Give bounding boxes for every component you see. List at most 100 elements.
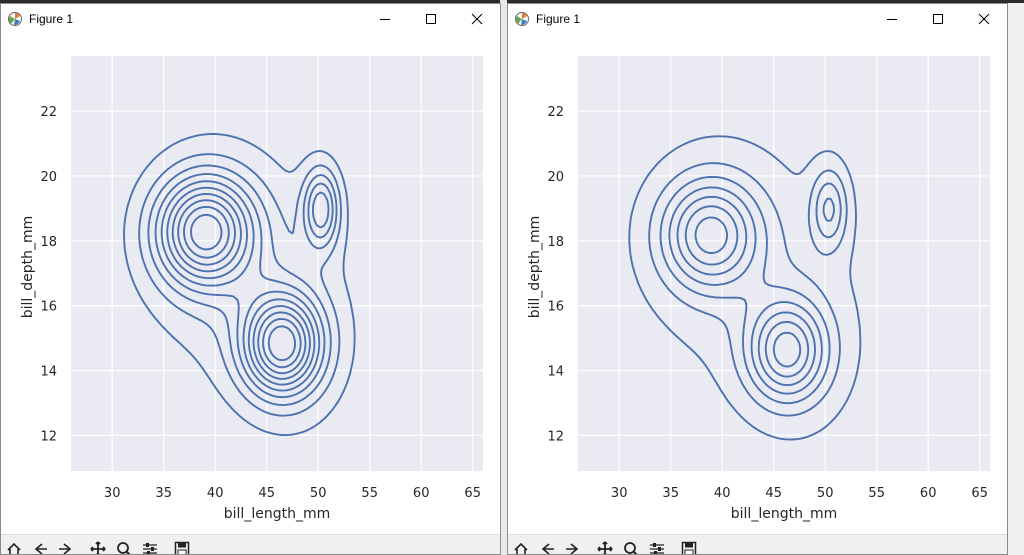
y-tick-labels: 12 14 16 18 20 22 [40, 105, 57, 444]
y-tick-label: 12 [40, 429, 57, 444]
x-tick-label: 40 [207, 486, 224, 501]
figure-window-right[interactable]: Figure 1 30 35 40 45 50 55 60 65 12 14 16 18 20 22 b… [507, 3, 1008, 555]
configure-subplots-button[interactable] [644, 535, 670, 554]
close-icon [978, 13, 990, 25]
x-tick-label: 60 [920, 486, 937, 501]
maximize-icon [426, 14, 436, 24]
y-tick-label: 22 [547, 105, 564, 120]
y-tick-label: 16 [547, 300, 564, 315]
y-tick-label: 18 [40, 235, 57, 250]
window-titlebar[interactable]: Figure 1 [508, 4, 1007, 34]
x-tick-label: 55 [868, 486, 885, 501]
kde-contour-level-5 [160, 180, 330, 392]
zoom-icon [117, 542, 131, 554]
plot-background [71, 56, 483, 471]
home-icon [7, 542, 21, 554]
minimize-icon [887, 19, 897, 20]
pan-button[interactable] [592, 535, 618, 554]
home-button[interactable] [508, 535, 534, 554]
back-button[interactable] [534, 535, 560, 554]
close-button[interactable] [454, 4, 500, 34]
pan-button[interactable] [85, 535, 111, 554]
kde-contours [628, 135, 862, 441]
zoom-icon [624, 542, 638, 554]
figure-window-left[interactable]: Figure 1 30 35 40 45 50 55 60 65 12 14 16 18 20 22 b… [0, 3, 501, 555]
kde-contour-level-3 [147, 164, 338, 407]
kde-contours [123, 133, 356, 437]
y-tick-label: 18 [547, 235, 564, 250]
maximize-button[interactable] [408, 4, 454, 34]
window-title: Figure 1 [536, 12, 581, 26]
kde-contour-level-1 [123, 133, 356, 437]
kde-contour-level-3 [659, 175, 842, 405]
maximize-icon [933, 14, 943, 24]
x-tick-label: 65 [971, 486, 988, 501]
forward-button[interactable] [560, 535, 586, 554]
kde-contour-level-1 [628, 135, 862, 441]
navigation-toolbar [508, 534, 1007, 554]
kde-contour-level-8 [177, 199, 307, 375]
kde-contour-level-4 [668, 186, 835, 395]
x-tick-label: 50 [310, 486, 327, 501]
chart-figure: 30 35 40 45 50 55 60 65 12 14 16 18 20 22 bill_lengt… [20, 56, 483, 522]
forward-icon [59, 543, 72, 554]
plot-background [578, 56, 990, 471]
x-tick-label: 60 [413, 486, 430, 501]
x-tick-label: 50 [817, 486, 834, 501]
close-button[interactable] [961, 4, 1007, 34]
kde-contour-level-2 [648, 162, 848, 417]
y-tick-label: 14 [547, 364, 564, 379]
x-axis-label: bill_length_mm [224, 506, 330, 522]
forward-button[interactable] [53, 535, 79, 554]
configure-subplots-icon [143, 543, 157, 554]
kde-contour-level-6 [684, 205, 810, 378]
x-tick-labels: 30 35 40 45 50 55 60 65 [611, 486, 988, 501]
back-button[interactable] [27, 535, 53, 554]
kde-contour-level-2 [138, 153, 342, 417]
zoom-button[interactable] [111, 535, 137, 554]
y-tick-label: 20 [547, 170, 564, 185]
x-tick-label: 45 [765, 486, 782, 501]
home-button[interactable] [1, 535, 27, 554]
configure-subplots-button[interactable] [137, 535, 163, 554]
x-axis-label: bill_length_mm [731, 506, 837, 522]
pan-icon [597, 541, 613, 554]
y-tick-label: 22 [40, 105, 57, 120]
kde-contour-level-7 [694, 216, 802, 368]
minimize-icon [380, 19, 390, 20]
x-tick-labels: 30 35 40 45 50 55 60 65 [104, 486, 481, 501]
zoom-button[interactable] [618, 535, 644, 554]
kde-contour-level-7 [171, 192, 311, 380]
desktop-strip [0, 0, 1024, 3]
x-tick-label: 65 [464, 486, 481, 501]
y-tick-label: 12 [547, 429, 564, 444]
kde-contour-level-6 [166, 186, 316, 386]
y-tick-label: 14 [40, 364, 57, 379]
save-icon [681, 541, 697, 554]
y-tick-label: 20 [40, 170, 57, 185]
y-axis-label: bill_depth_mm [20, 216, 36, 319]
minimize-button[interactable] [869, 4, 915, 34]
x-tick-label: 35 [155, 486, 172, 501]
window-titlebar[interactable]: Figure 1 [1, 4, 500, 34]
x-tick-label: 30 [104, 486, 121, 501]
x-tick-label: 30 [611, 486, 628, 501]
matplotlib-app-icon [514, 11, 530, 27]
maximize-button[interactable] [915, 4, 961, 34]
x-tick-label: 45 [258, 486, 275, 501]
save-button[interactable] [169, 535, 195, 554]
window-title: Figure 1 [29, 12, 74, 26]
kde-contour-level-4 [154, 173, 334, 399]
navigation-toolbar [1, 534, 500, 554]
save-icon [174, 541, 190, 554]
y-axis-label: bill_depth_mm [527, 216, 543, 319]
kde-contour-level-10 [190, 213, 296, 362]
chart-figure: 30 35 40 45 50 55 60 65 12 14 16 18 20 22 bill_lengt… [527, 56, 990, 522]
desktop-gap [500, 0, 507, 555]
matplotlib-app-icon [7, 11, 23, 27]
x-tick-label: 40 [714, 486, 731, 501]
save-button[interactable] [676, 535, 702, 554]
back-icon [541, 543, 554, 554]
y-tick-labels: 12 14 16 18 20 22 [547, 105, 564, 444]
minimize-button[interactable] [362, 4, 408, 34]
